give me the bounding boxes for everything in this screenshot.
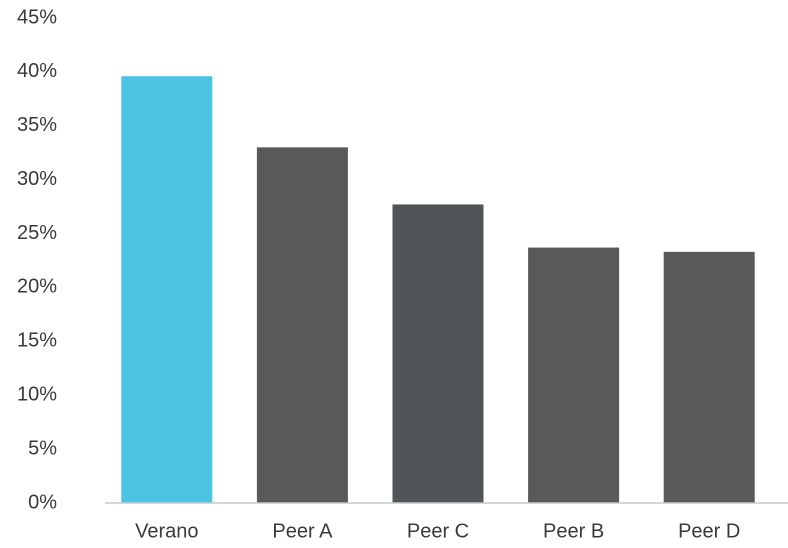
x-tick-label: Verano [135,520,198,542]
x-axis: Verano Peer A Peer C Peer B Peer D [135,520,740,542]
bar-peer-c [392,204,484,503]
x-tick-label: Peer B [543,520,604,542]
y-tick-label: 25% [17,222,57,244]
bar-verano [121,76,213,503]
y-tick-label: 40% [17,60,57,82]
y-tick-label: 10% [17,384,57,406]
y-tick-label: 0% [28,491,57,513]
y-tick-label: 15% [17,330,57,352]
bars [121,76,755,504]
y-tick-label: 30% [17,168,57,190]
bar-peer-a [256,147,348,504]
y-tick-label: 35% [17,114,57,136]
bar-peer-b [528,247,620,503]
y-tick-label: 20% [17,276,57,298]
x-tick-label: Peer C [407,520,469,542]
x-tick-label: Peer D [678,520,740,542]
y-tick-label: 45% [17,6,57,28]
y-tick-label: 5% [28,437,57,459]
x-tick-label: Peer A [272,520,333,542]
bar-peer-d [663,251,755,503]
y-axis: 0% 5% 10% 15% 20% 25% 30% 35% 40% 45% [17,6,57,513]
